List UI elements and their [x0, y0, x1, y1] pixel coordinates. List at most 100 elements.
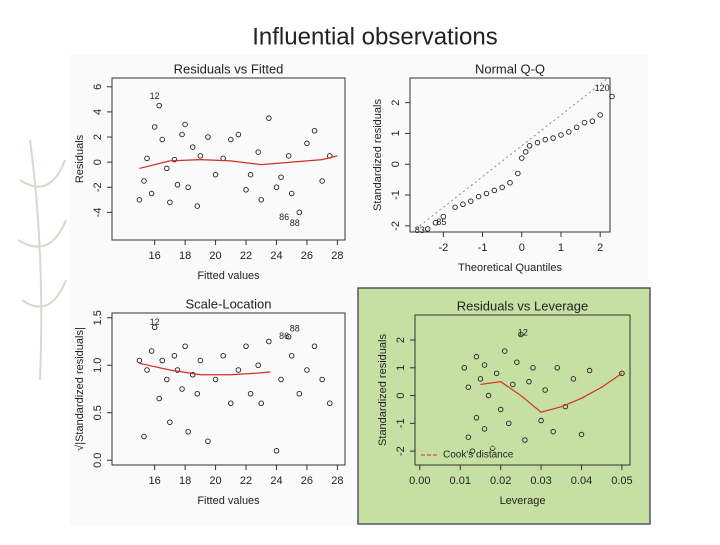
point	[171, 156, 178, 163]
point	[167, 199, 173, 206]
point	[506, 420, 512, 427]
point	[460, 201, 466, 208]
x-tick-label: 22	[240, 250, 252, 262]
point	[578, 431, 585, 438]
point	[273, 448, 280, 454]
point	[266, 338, 272, 345]
point	[522, 437, 528, 443]
point	[171, 353, 178, 359]
y-tick-label: 0	[92, 159, 104, 165]
point	[182, 343, 188, 350]
plot-frame	[409, 77, 611, 233]
y-axis-label: √|Standardized residuals|	[74, 327, 86, 451]
x-tick-label: 0.02	[490, 475, 511, 487]
point	[518, 331, 524, 338]
point-label: 86	[279, 331, 289, 341]
leaf	[21, 279, 67, 308]
point	[151, 324, 158, 331]
x-tick-label: 26	[301, 475, 313, 487]
point	[273, 184, 280, 191]
point-label: 83	[415, 225, 425, 235]
point	[255, 362, 261, 369]
point	[538, 417, 544, 424]
point	[296, 209, 303, 216]
x-tick-label: 24	[270, 475, 282, 487]
point	[304, 367, 310, 373]
point	[573, 124, 580, 131]
point-label: 12	[150, 91, 160, 101]
point	[469, 448, 476, 454]
point	[136, 357, 143, 364]
point	[205, 134, 211, 140]
x-tick-label: 26	[301, 250, 313, 262]
point	[499, 184, 505, 191]
point	[581, 119, 588, 126]
point	[493, 370, 500, 377]
point	[258, 197, 264, 203]
point	[141, 178, 147, 184]
point	[468, 198, 474, 204]
point	[424, 226, 431, 232]
point	[296, 391, 303, 397]
point	[164, 376, 170, 383]
point	[194, 391, 201, 397]
point	[144, 155, 150, 162]
x-tick-label: 18	[179, 250, 191, 262]
point	[159, 357, 166, 364]
point	[278, 174, 284, 180]
y-tick-label: 6	[92, 84, 104, 90]
point	[550, 428, 556, 435]
point	[526, 378, 532, 385]
point	[327, 400, 333, 407]
point	[566, 129, 572, 135]
point	[243, 187, 249, 193]
chart-title: Residuals vs Leverage	[457, 298, 589, 313]
point	[151, 124, 158, 130]
x-tick-label: 0.04	[571, 475, 592, 487]
point	[550, 135, 556, 141]
point	[311, 127, 318, 134]
point	[167, 419, 173, 426]
x-axis-label: Fitted values	[197, 495, 260, 507]
point-label: 86	[279, 212, 289, 222]
leaf	[17, 219, 67, 248]
point	[473, 415, 480, 421]
point	[481, 362, 488, 368]
point	[497, 406, 504, 413]
point	[485, 392, 492, 399]
smooth-line	[139, 362, 271, 376]
point	[174, 181, 181, 188]
point	[243, 343, 249, 350]
point	[475, 193, 482, 200]
point	[220, 353, 226, 359]
point	[182, 121, 188, 128]
decoration	[17, 139, 67, 381]
x-tick-label: 1	[558, 242, 564, 254]
plot-frame	[111, 312, 346, 466]
point	[156, 102, 162, 109]
point	[507, 179, 513, 186]
point	[148, 348, 155, 354]
point	[189, 372, 196, 378]
point	[489, 445, 496, 452]
point	[179, 131, 185, 138]
point	[465, 434, 472, 440]
x-tick-label: 0	[519, 242, 525, 254]
point	[212, 171, 219, 178]
point	[197, 153, 204, 159]
x-tick-label: -2	[438, 242, 448, 254]
y-tick-label: 1.5	[92, 310, 104, 325]
point	[285, 153, 292, 159]
x-tick-label: 20	[209, 475, 221, 487]
point	[304, 140, 310, 147]
y-tick-label: 1	[390, 130, 402, 136]
y-tick-label: 2	[390, 100, 402, 106]
x-tick-label: 20	[209, 250, 221, 262]
x-tick-label: 18	[179, 475, 191, 487]
point	[156, 395, 162, 402]
legend-box	[416, 446, 528, 464]
y-tick-label: 0.5	[92, 405, 104, 420]
point	[311, 343, 318, 350]
